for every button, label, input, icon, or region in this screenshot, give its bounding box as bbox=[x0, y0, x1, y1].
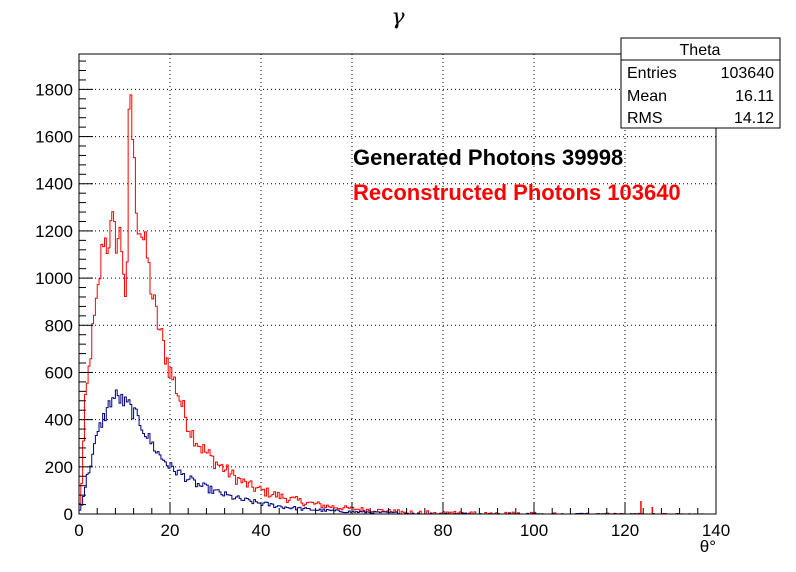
grid bbox=[79, 54, 716, 514]
stats-box-name: Theta bbox=[680, 42, 721, 59]
y-tick-label: 600 bbox=[45, 363, 73, 382]
stats-rms-value: 14.12 bbox=[734, 110, 774, 127]
x-tick-label: 40 bbox=[252, 521, 271, 540]
stats-box: Theta Entries 103640 Mean 16.11 RMS 14.1… bbox=[620, 37, 781, 129]
x-axis-title: θ° bbox=[700, 537, 716, 556]
stats-mean-label: Mean bbox=[627, 88, 667, 105]
x-tick-label: 100 bbox=[520, 521, 548, 540]
y-tick-label: 1800 bbox=[35, 80, 73, 99]
stats-entries-value: 103640 bbox=[721, 65, 774, 82]
x-tick-label: 20 bbox=[161, 521, 180, 540]
x-axis: 0 20 40 60 80 100 120 140 bbox=[74, 502, 730, 540]
legend-reconstructed: Reconstructed Photons 103640 bbox=[353, 180, 681, 205]
y-tick-label: 0 bbox=[64, 505, 73, 524]
legend-generated: Generated Photons 39998 bbox=[353, 145, 623, 170]
x-tick-label: 60 bbox=[343, 521, 362, 540]
stats-rms-label: RMS bbox=[627, 110, 663, 127]
y-tick-label: 1000 bbox=[35, 269, 73, 288]
x-tick-label: 0 bbox=[74, 521, 83, 540]
stats-mean-value: 16.11 bbox=[735, 88, 774, 105]
y-tick-label: 1200 bbox=[35, 222, 73, 241]
plot-frame bbox=[78, 53, 717, 515]
spikes bbox=[640, 501, 654, 514]
y-tick-label: 1400 bbox=[35, 175, 73, 194]
y-tick-label: 1600 bbox=[35, 128, 73, 147]
y-tick-label: 200 bbox=[45, 458, 73, 477]
y-axis: 0 200 400 600 800 1000 1200 1400 1600 1800 bbox=[35, 60, 93, 524]
x-tick-label: 120 bbox=[611, 521, 639, 540]
x-tick-label: 80 bbox=[434, 521, 453, 540]
x-tick-label: 140 bbox=[702, 521, 730, 540]
y-tick-label: 800 bbox=[45, 316, 73, 335]
series-generated-line bbox=[78, 389, 716, 515]
chart-title: γ bbox=[391, 5, 405, 30]
stats-entries-label: Entries bbox=[627, 65, 677, 82]
stats-box-frame bbox=[620, 37, 781, 129]
y-tick-label: 400 bbox=[45, 411, 73, 430]
